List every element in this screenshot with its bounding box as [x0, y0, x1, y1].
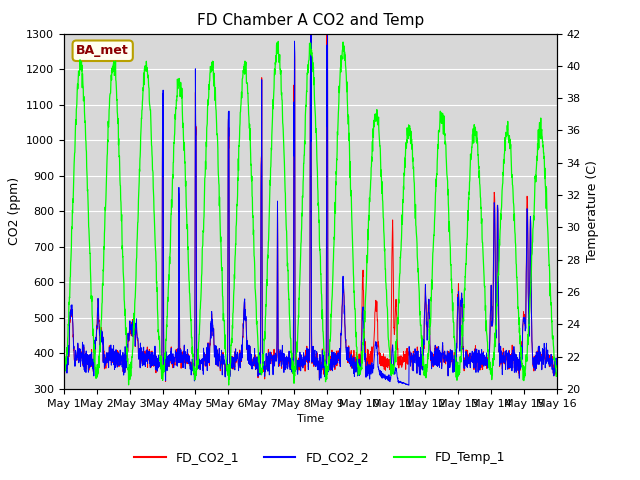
FD_CO2_2	[60, 361, 68, 367]
Legend: FD_CO2_1, FD_CO2_2, FD_Temp_1: FD_CO2_1, FD_CO2_2, FD_Temp_1	[129, 446, 511, 469]
Line: FD_Temp_1: FD_Temp_1	[64, 41, 557, 385]
FD_Temp_1	[539, 139, 547, 144]
X-axis label: Time: Time	[297, 414, 324, 424]
Y-axis label: CO2 (ppm): CO2 (ppm)	[8, 177, 20, 245]
FD_CO2_1	[553, 356, 561, 361]
FD_CO2_1	[287, 364, 294, 370]
FD_CO2_2	[449, 365, 456, 371]
FD_CO2_2	[85, 365, 93, 371]
FD_Temp_1	[225, 382, 232, 388]
FD_CO2_1	[307, 6, 315, 12]
Line: FD_CO2_1: FD_CO2_1	[64, 9, 557, 382]
FD_Temp_1	[449, 308, 456, 313]
FD_Temp_1	[300, 152, 308, 158]
FD_Temp_1	[60, 367, 68, 373]
FD_CO2_1	[85, 362, 93, 368]
FD_Temp_1	[287, 350, 295, 356]
FD_CO2_2	[300, 350, 307, 356]
FD_Temp_1	[275, 38, 282, 44]
FD_Temp_1	[85, 233, 93, 239]
FD_CO2_2	[405, 383, 413, 388]
Text: BA_met: BA_met	[76, 44, 129, 57]
FD_CO2_2	[553, 356, 561, 361]
FD_CO2_1	[300, 353, 308, 359]
FD_Temp_1	[553, 373, 561, 379]
Title: FD Chamber A CO2 and Temp: FD Chamber A CO2 and Temp	[196, 13, 424, 28]
FD_CO2_1	[449, 364, 456, 370]
FD_CO2_1	[162, 379, 170, 384]
FD_CO2_1	[539, 352, 547, 358]
Line: FD_CO2_2: FD_CO2_2	[64, 27, 557, 385]
Y-axis label: Temperature (C): Temperature (C)	[586, 160, 599, 262]
FD_CO2_2	[307, 24, 315, 30]
FD_CO2_1	[60, 358, 68, 363]
FD_CO2_2	[539, 347, 547, 352]
FD_Temp_1	[539, 144, 547, 150]
FD_CO2_2	[287, 356, 294, 361]
FD_CO2_2	[539, 354, 547, 360]
FD_CO2_1	[539, 349, 547, 355]
